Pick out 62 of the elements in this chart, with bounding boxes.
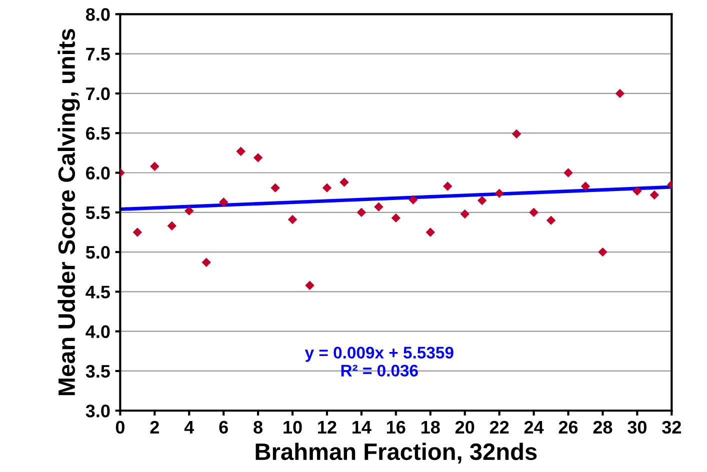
point [460, 209, 470, 219]
x-tick-label: 10 [284, 420, 302, 434]
point [218, 197, 228, 207]
y-tick-label: 4.0 [86, 325, 110, 338]
point [426, 228, 435, 237]
y-tick-label: 8.0 [86, 8, 110, 21]
point [615, 88, 625, 98]
point [356, 208, 366, 218]
point [529, 208, 538, 218]
point [236, 146, 246, 156]
point [167, 221, 176, 230]
point [132, 228, 142, 237]
point [391, 213, 401, 223]
y-tick-label: 5.0 [86, 246, 110, 259]
x-tick-label: 0 [116, 420, 124, 434]
y-tick-label: 7.0 [86, 87, 110, 100]
point [253, 153, 263, 162]
point [512, 129, 522, 139]
x-tick-label: 8 [254, 420, 263, 434]
x-axis-title: Brahman Fraction, 32nds [256, 442, 537, 464]
x-tick-label: 6 [219, 420, 228, 434]
x-tick-label: 24 [524, 420, 544, 434]
x-tick-label: 4 [184, 421, 194, 434]
x-tick-label: 18 [421, 420, 440, 434]
point [598, 247, 608, 257]
y-tick-label: 7.5 [86, 48, 110, 61]
y-tick-label: 6.0 [86, 166, 110, 180]
point [632, 186, 642, 196]
annotation: y = 0.009x + 5.5359 R² = 0.036 [304, 346, 454, 377]
point [564, 168, 573, 178]
y-axis-title: Mean Udder Score Calving, units [58, 29, 80, 396]
point [546, 216, 556, 225]
x-tick-label: 20 [455, 420, 474, 434]
y-tick-label: 5.5 [86, 206, 110, 220]
point [270, 183, 280, 192]
y-tick-label: 4.5 [86, 286, 110, 298]
point [150, 162, 160, 172]
point [374, 202, 384, 212]
x-tick-label: 28 [593, 420, 612, 434]
point [184, 206, 194, 216]
y-tick-label: 3.0 [86, 404, 110, 418]
point [443, 182, 452, 191]
point [650, 190, 660, 200]
point [322, 183, 332, 192]
point [477, 196, 487, 206]
y-tick-label: 3.5 [86, 364, 110, 378]
point [340, 178, 349, 187]
x-tick-label: 2 [150, 420, 159, 434]
point [494, 188, 504, 198]
y-tick-label: 6.5 [86, 127, 110, 140]
x-tick-label: 16 [387, 420, 406, 434]
point [288, 214, 298, 224]
point [305, 280, 314, 290]
point [202, 258, 211, 267]
x-tick-label: 30 [628, 420, 646, 434]
x-tick-label: 12 [318, 420, 336, 434]
point [580, 182, 590, 191]
x-tick-label: 14 [352, 421, 372, 434]
point [408, 195, 418, 204]
x-tick-label: 32 [662, 420, 681, 434]
x-tick-label: 26 [558, 420, 578, 434]
x-tick-label: 22 [490, 420, 509, 434]
